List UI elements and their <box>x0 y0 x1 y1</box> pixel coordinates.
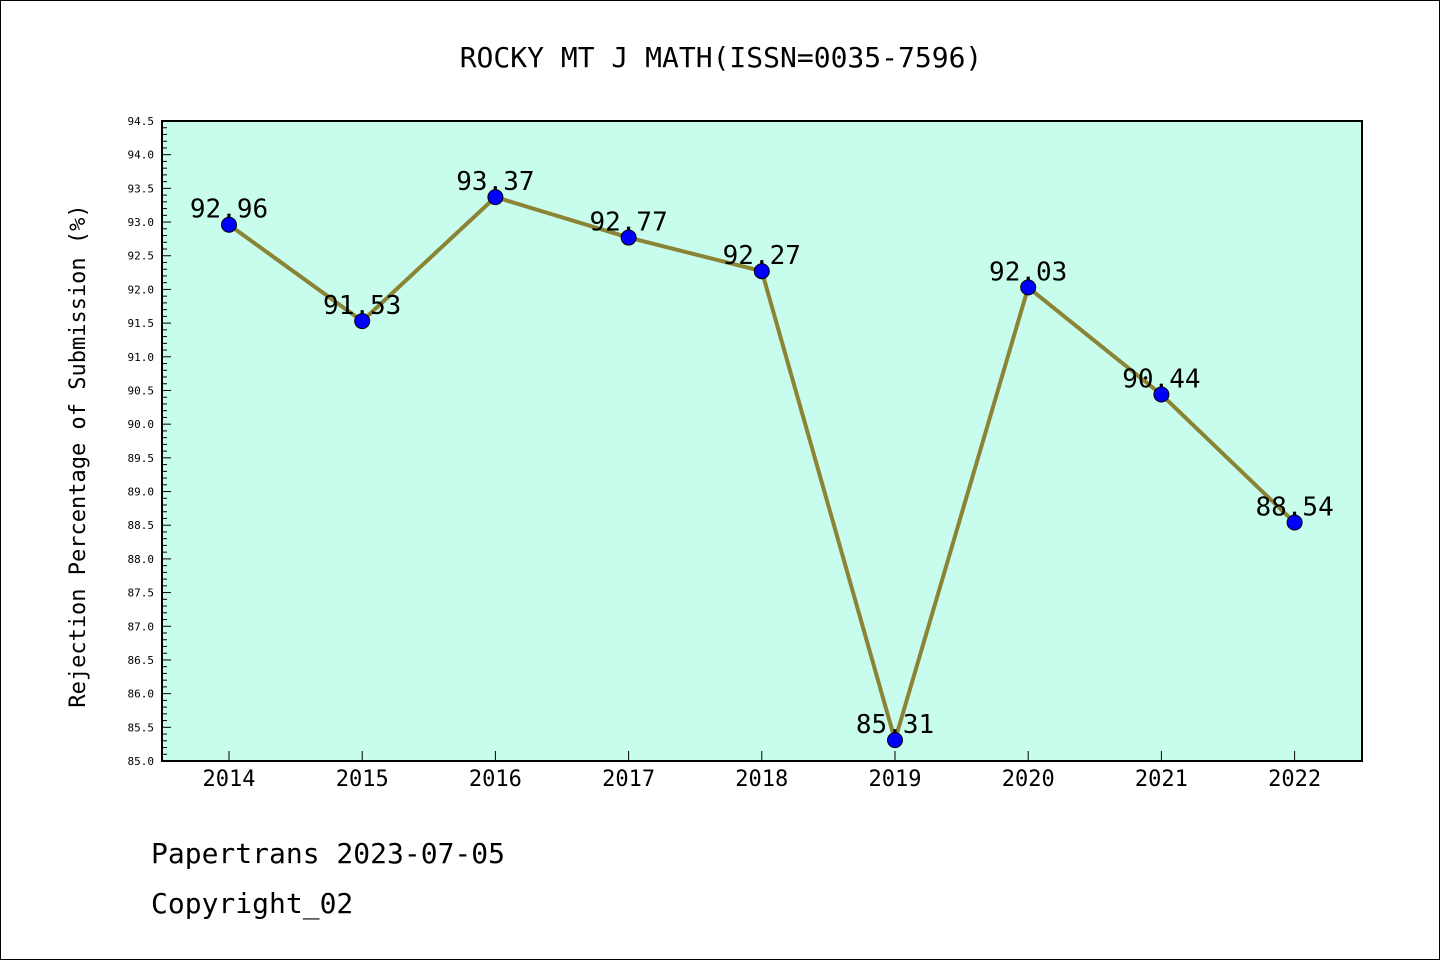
x-tick-label: 2018 <box>735 767 788 792</box>
data-label: 90.44 <box>1122 365 1200 395</box>
data-label: 92.96 <box>190 195 268 225</box>
data-point-marker <box>753 263 770 280</box>
y-tick-label: 86.5 <box>128 654 155 667</box>
data-point-marker <box>1020 279 1037 296</box>
x-axis-ticks: 2014 2015 2016 2017 2018 2019 2020 2021 2022 <box>203 751 1321 792</box>
y-tick-label: 89.5 <box>128 452 155 465</box>
x-tick-label: 2019 <box>869 767 922 792</box>
data-point-marker <box>1286 514 1303 531</box>
y-tick-label: 91.5 <box>128 317 155 330</box>
data-point-marker <box>354 313 371 330</box>
y-tick-label: 94.5 <box>128 115 155 128</box>
data-label: 93.37 <box>456 167 534 197</box>
x-tick-label: 2016 <box>469 767 522 792</box>
plot-area <box>161 120 1363 762</box>
y-tick-label: 86.0 <box>128 688 155 701</box>
series-layer <box>221 189 1303 749</box>
y-tick-label: 92.0 <box>128 283 155 296</box>
x-tick-label: 2015 <box>336 767 389 792</box>
x-tick-label: 2022 <box>1268 767 1321 792</box>
y-tick-label: 89.0 <box>128 486 155 499</box>
data-label: 88.54 <box>1255 493 1333 523</box>
data-label: 92.77 <box>589 208 667 238</box>
x-tick-label: 2014 <box>203 767 256 792</box>
x-tick-label: 2017 <box>602 767 655 792</box>
y-tick-label: 91.0 <box>128 351 155 364</box>
y-tick-label: 87.0 <box>128 620 155 633</box>
y-tick-label: 87.5 <box>128 587 155 600</box>
data-point-marker <box>221 216 237 233</box>
data-labels: 92.96 91.53 93.37 92.77 92.27 85.31 92.03 90.44… <box>190 167 1334 740</box>
y-axis-label: Rejection Percentage of Submission (%) <box>66 204 91 707</box>
y-tick-label: 94.0 <box>128 149 155 162</box>
y-tick-label: 92.5 <box>128 250 155 263</box>
data-point-marker <box>620 229 637 246</box>
y-tick-label: 88.5 <box>128 519 155 532</box>
data-label: 85.31 <box>856 710 934 740</box>
y-axis-ticks: 85.0 85.5 86.0 86.5 87.0 87.5 88.0 88.5 89.0 89.5… <box>128 115 171 768</box>
data-label: 91.53 <box>323 291 401 321</box>
y-tick-label: 93.5 <box>128 182 155 195</box>
y-tick-label: 88.0 <box>128 553 155 566</box>
data-point-marker <box>887 732 903 749</box>
x-tick-label: 2020 <box>1002 767 1055 792</box>
y-tick-label: 90.5 <box>128 384 155 397</box>
y-tick-label: 85.0 <box>128 755 155 768</box>
y-tick-label: 85.5 <box>128 721 155 734</box>
y-tick-label: 90.0 <box>128 418 155 431</box>
data-point-marker <box>1153 386 1170 403</box>
footer-copyright-text: Copyright_02 <box>151 887 354 920</box>
data-label: 92.27 <box>723 241 801 271</box>
data-point-marker <box>487 189 504 206</box>
x-tick-label: 2021 <box>1135 767 1188 792</box>
data-label: 92.03 <box>989 257 1067 287</box>
y-tick-label: 93.0 <box>128 216 155 229</box>
footer-date-text: Papertrans 2023-07-05 <box>151 837 506 870</box>
chart-title: ROCKY MT J MATH(ISSN=0035-7596) <box>460 41 983 74</box>
